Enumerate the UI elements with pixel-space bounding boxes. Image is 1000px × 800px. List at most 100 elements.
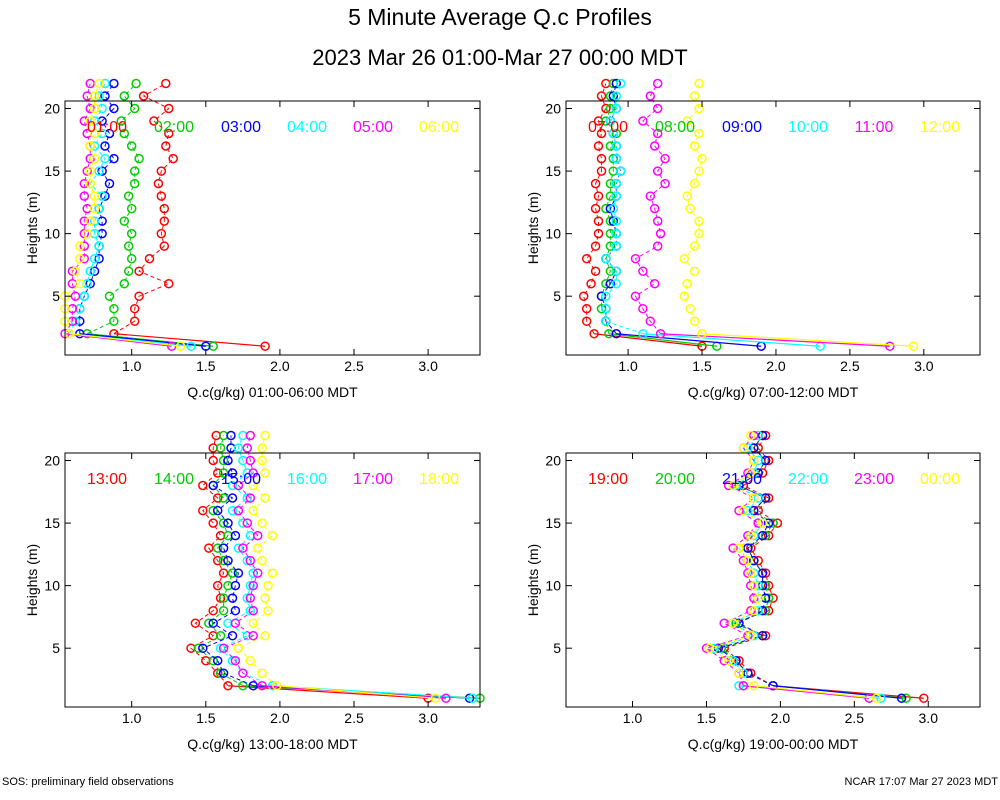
data-point xyxy=(734,480,744,491)
legend-label-04:00: 04:00 xyxy=(287,119,327,136)
plot-frame xyxy=(64,100,481,356)
data-point xyxy=(689,178,700,189)
data-point xyxy=(757,518,768,528)
data-point xyxy=(85,178,95,189)
data-point xyxy=(590,241,601,251)
data-point xyxy=(719,618,729,628)
data-point xyxy=(212,543,223,553)
data-point xyxy=(204,543,214,553)
data-point xyxy=(109,78,119,89)
legend-label-14:00: 14:00 xyxy=(154,471,194,488)
data-point xyxy=(694,166,704,176)
data-point xyxy=(85,153,95,164)
y-tick-label: 10 xyxy=(545,226,561,242)
data-point xyxy=(161,141,171,151)
data-point xyxy=(611,91,622,101)
y-axis-label: Heights (m) xyxy=(525,544,541,616)
data-point xyxy=(738,680,749,691)
data-point xyxy=(749,455,759,466)
data-point xyxy=(605,241,616,251)
data-point xyxy=(129,316,140,326)
data-point xyxy=(156,191,167,201)
data-point xyxy=(749,430,759,441)
data-point xyxy=(763,580,774,591)
data-point xyxy=(652,166,663,176)
data-point xyxy=(919,693,929,703)
data-point xyxy=(245,430,256,441)
data-point xyxy=(227,468,238,478)
data-point xyxy=(645,191,656,201)
data-point xyxy=(161,78,171,89)
data-point xyxy=(245,593,256,603)
data-point xyxy=(749,468,759,478)
data-point xyxy=(605,228,616,239)
data-point xyxy=(645,91,656,101)
data-point xyxy=(738,555,749,566)
data-point xyxy=(746,468,756,478)
data-point xyxy=(212,655,223,666)
data-point xyxy=(734,505,744,516)
legend-label-19:00: 19:00 xyxy=(588,471,628,488)
data-point xyxy=(605,216,616,226)
data-point xyxy=(734,668,744,678)
data-point xyxy=(242,555,253,566)
data-point xyxy=(153,178,164,189)
data-point xyxy=(79,216,90,226)
data-point xyxy=(689,241,700,251)
data-point xyxy=(697,328,707,339)
data-point xyxy=(608,153,619,164)
x-axis-label: Q.c(g/kg) 01:00-06:00 MDT xyxy=(187,384,358,400)
data-point xyxy=(697,153,707,164)
data-point xyxy=(89,91,100,101)
data-point xyxy=(590,203,601,214)
data-point xyxy=(126,253,137,264)
data-point xyxy=(743,555,753,566)
y-tick-label: 5 xyxy=(553,640,561,656)
data-point xyxy=(638,328,648,339)
data-point xyxy=(743,543,753,553)
data-point xyxy=(652,78,663,89)
series-line-06:00 xyxy=(69,333,181,347)
data-point xyxy=(441,693,451,703)
data-point xyxy=(218,493,229,503)
data-point xyxy=(257,668,267,678)
page-subtitle: 2023 Mar 26 01:00-Mar 27 00:00 MDT xyxy=(312,45,688,70)
legend-label-05:00: 05:00 xyxy=(353,119,393,136)
data-point xyxy=(260,430,270,441)
x-tick-label: 2.0 xyxy=(270,358,290,374)
data-point xyxy=(119,278,130,289)
y-axis-label: Heights (m) xyxy=(525,192,541,264)
data-point xyxy=(223,555,233,566)
series-line-02:00 xyxy=(87,333,214,347)
x-axis-label: Q.c(g/kg) 13:00-18:00 MDT xyxy=(187,736,358,752)
data-point xyxy=(70,291,81,301)
data-point xyxy=(218,555,229,566)
data-point xyxy=(638,116,648,126)
x-tick-label: 2.5 xyxy=(344,710,364,726)
data-point xyxy=(159,203,170,214)
data-point xyxy=(242,468,253,478)
series-dashed-line-16:00 xyxy=(219,435,273,687)
data-point xyxy=(611,153,622,164)
x-tick-label: 2.5 xyxy=(344,358,364,374)
x-tick-label: 2.0 xyxy=(270,710,290,726)
data-point xyxy=(645,316,656,326)
data-point xyxy=(757,530,768,541)
series-dashed-line-11:00 xyxy=(634,83,666,335)
y-tick-label: 15 xyxy=(44,515,60,531)
data-point xyxy=(126,228,137,239)
data-point xyxy=(218,568,229,578)
data-point xyxy=(260,630,270,641)
legend-label-10:00: 10:00 xyxy=(788,119,828,136)
data-point xyxy=(164,103,174,114)
data-point xyxy=(586,278,596,289)
data-point xyxy=(749,580,759,591)
data-point xyxy=(611,328,622,339)
data-point xyxy=(79,291,90,301)
data-point xyxy=(749,555,759,566)
data-point xyxy=(430,693,441,703)
data-point xyxy=(198,480,208,491)
data-point xyxy=(649,203,660,214)
data-point xyxy=(227,655,238,666)
data-point xyxy=(138,91,149,101)
